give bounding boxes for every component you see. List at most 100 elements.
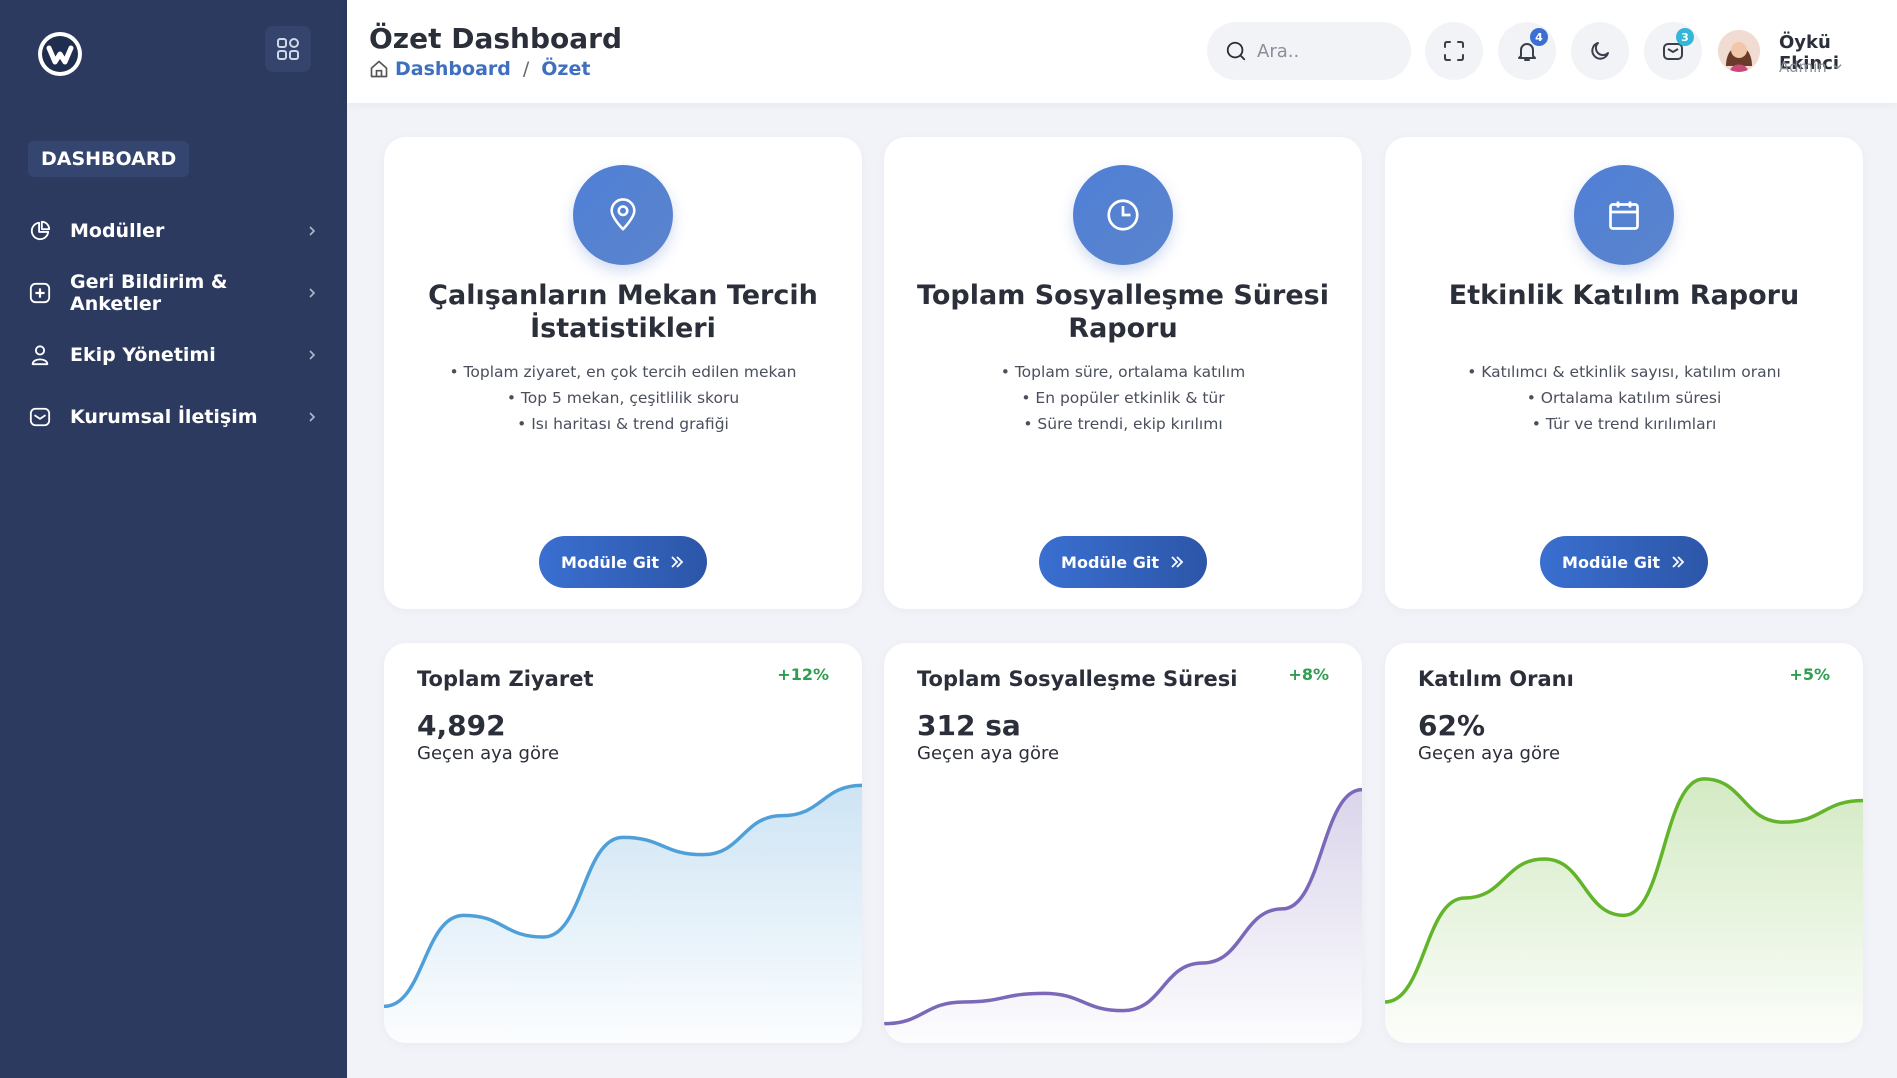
sidebar: DASHBOARD Modüller Geri Bildirim & Anket… [0,0,347,1078]
double-chevron-right-icon [671,556,684,568]
sparkline-chart [884,787,1362,1043]
logo[interactable] [38,32,82,76]
module-bullet: • Top 5 mekan, çeşitlilik skoru [506,389,740,407]
chart-line [1385,777,1863,1004]
double-chevron-right-icon [1672,556,1685,568]
module-bullet: • Ortalama katılım süresi [1526,389,1722,407]
go-to-module-button[interactable]: Modüle Git [1540,536,1708,588]
stat-change: +12% [777,665,829,684]
messages-button[interactable]: 3 [1644,22,1702,80]
chart-line [884,787,1362,1026]
pie-chart-icon [28,219,52,243]
stat-title: Toplam Sosyalleşme Süresi [917,667,1238,691]
fullscreen-icon [1444,41,1464,61]
user-role-label: Admin [1779,58,1827,76]
button-label: Modüle Git [1562,552,1660,572]
menu-toggle-button[interactable] [265,26,311,72]
page-title: Özet Dashboard [369,22,622,55]
module-card: Toplam Sosyalleşme Süresi Raporu • Topla… [884,137,1362,609]
module-title: Etkinlik Katılım Raporu [1448,280,1800,311]
plus-square-icon [28,281,52,305]
stat-title: Toplam Ziyaret [417,667,594,691]
user-role[interactable]: Admin [1779,58,1843,76]
mail-icon [28,405,52,429]
search-input[interactable] [1257,40,1397,62]
messages-badge: 3 [1676,28,1694,46]
home-icon [370,60,388,78]
stat-value: 312 sa [917,709,1021,742]
sidebar-item-kurumsal-iletisim[interactable]: Kurumsal İletişim [0,386,347,448]
grid-icon [277,38,299,60]
stat-subtitle: Geçen aya göre [417,743,560,764]
module-bullet: • Isı haritası & trend grafiği [517,415,729,433]
chart-area [384,785,862,1043]
user-name[interactable]: Öykü Ekinci [1779,32,1840,74]
stat-change: +5% [1789,665,1830,684]
avatar[interactable] [1718,30,1760,72]
chart-area [1385,778,1863,1043]
notifications-button[interactable]: 4 [1498,22,1556,80]
module-bullet: • Süre trendi, ekip kırılımı [1023,415,1223,433]
theme-toggle-button[interactable] [1571,22,1629,80]
notifications-badge: 4 [1530,28,1548,46]
stat-card: Toplam Sosyalleşme Süresi +8% 312 sa Geç… [884,643,1362,1043]
go-to-module-button[interactable]: Modüle Git [539,536,707,588]
avatar-image [1718,30,1760,72]
search-icon [1226,41,1246,61]
search-box[interactable] [1207,22,1411,80]
chart-area [884,789,1362,1043]
stat-value: 4,892 [417,709,506,742]
sidebar-item-label: Kurumsal İletişim [70,406,258,428]
button-label: Modüle Git [561,552,659,572]
module-bullets: • Toplam ziyaret, en çok tercih edilen m… [404,359,842,437]
sidebar-item-geri-bildirim[interactable]: Geri Bildirim & Anketler [0,262,347,324]
user-icon [28,343,52,367]
bell-icon [1518,43,1536,61]
mail-icon [1663,43,1683,60]
sidebar-item-label: Ekip Yönetimi [70,344,216,366]
map-pin-icon [573,165,673,265]
chevron-right-icon [309,412,316,422]
breadcrumb-home-link[interactable]: Dashboard [395,58,511,80]
sidebar-item-label: Geri Bildirim & Anketler [70,271,228,315]
button-label: Modüle Git [1061,552,1159,572]
module-title: Çalışanların Mekan Tercih İstatistikleri [428,280,818,344]
double-chevron-right-icon [1171,556,1184,568]
stat-value: 62% [1418,709,1486,742]
breadcrumb-current: Özet [541,58,591,80]
module-bullet: • En popüler etkinlik & tür [1021,389,1225,407]
module-bullet: • Toplam süre, ortalama katılım [1000,363,1246,381]
chevron-right-icon [309,350,316,360]
breadcrumb: Dashboard / Özet [369,58,590,80]
logo-icon [42,36,78,72]
module-card: Çalışanların Mekan Tercih İstatistikleri… [384,137,862,609]
chevron-right-icon [309,226,316,236]
moon-icon [1591,42,1609,60]
module-card: Etkinlik Katılım Raporu • Katılımcı & et… [1385,137,1863,609]
module-title: Toplam Sosyalleşme Süresi Raporu [917,280,1329,344]
module-bullet: • Toplam ziyaret, en çok tercih edilen m… [449,363,797,381]
sidebar-item-ekip-yonetimi[interactable]: Ekip Yönetimi [0,324,347,386]
fullscreen-button[interactable] [1425,22,1483,80]
module-bullet: • Katılımcı & etkinlik sayısı, katılım o… [1467,363,1781,381]
breadcrumb-separator: / [522,58,530,80]
sidebar-item-moduller[interactable]: Modüller [0,200,347,262]
chart-line [384,783,862,1009]
stat-card: Toplam Ziyaret +12% 4,892 Geçen aya göre [384,643,862,1043]
stat-card: Katılım Oranı +5% 62% Geçen aya göre [1385,643,1863,1043]
stat-subtitle: Geçen aya göre [1418,743,1561,764]
sparkline-chart [1385,777,1863,1043]
sparkline-chart [384,783,862,1043]
calendar-icon [1574,165,1674,265]
go-to-module-button[interactable]: Modüle Git [1039,536,1207,588]
module-bullets: • Toplam süre, ortalama katılım • En pop… [904,359,1342,437]
clock-icon [1073,165,1173,265]
sidebar-menu: Modüller Geri Bildirim & Anketler Ekip Y… [0,200,347,448]
chevron-down-icon [1832,64,1842,70]
chevron-right-icon [309,288,316,298]
stat-subtitle: Geçen aya göre [917,743,1060,764]
stat-change: +8% [1288,665,1329,684]
top-header: Özet Dashboard Dashboard / Özet 4 3 Öykü… [347,0,1897,103]
sidebar-section-label: DASHBOARD [28,141,190,177]
sidebar-item-label: Modüller [70,220,165,242]
